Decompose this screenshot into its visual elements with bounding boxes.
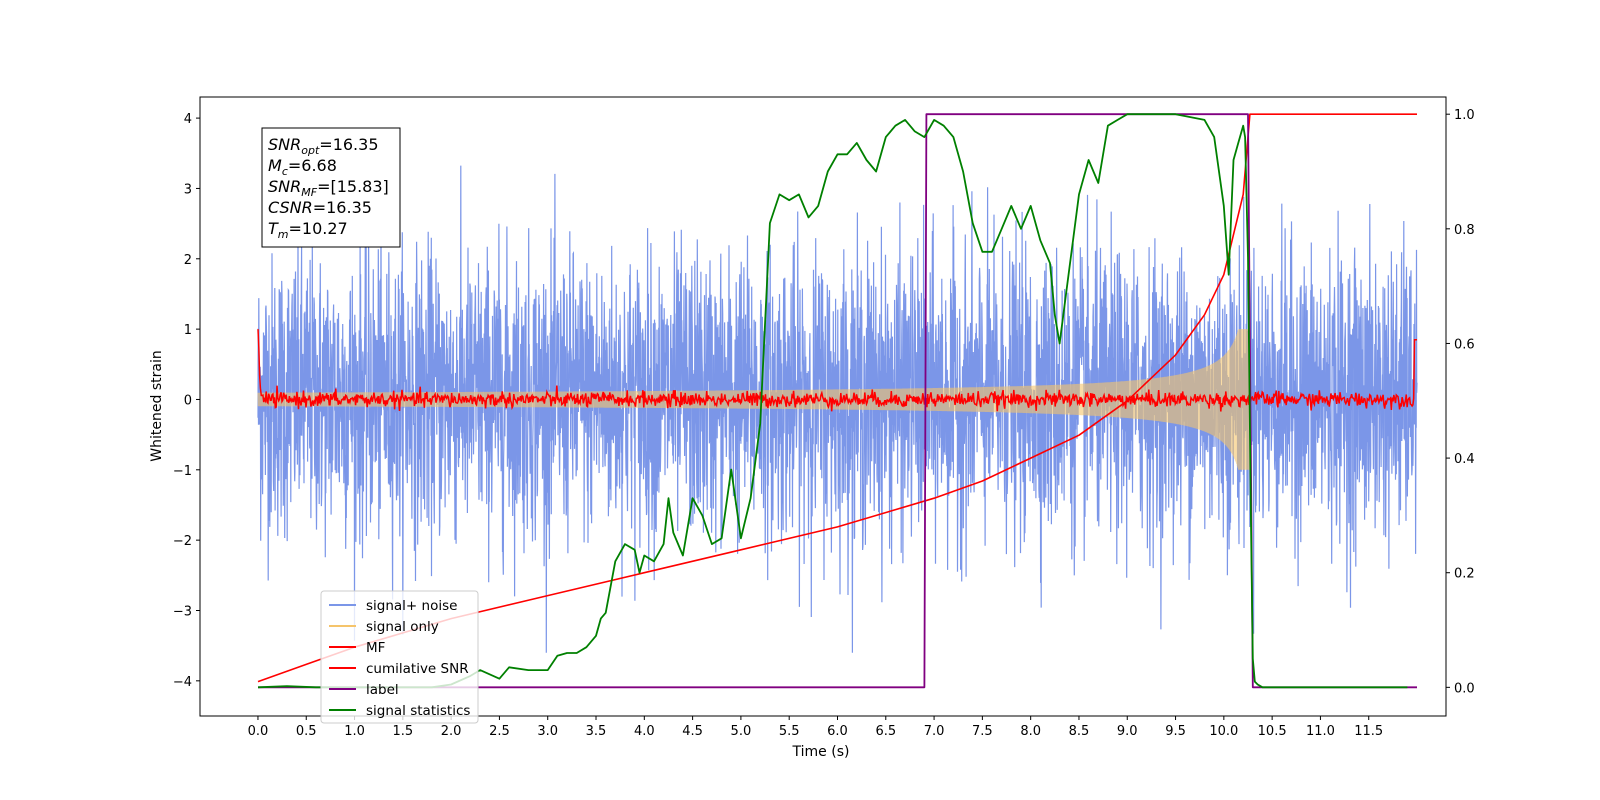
x-tick-label: 2.0 (441, 724, 462, 739)
y-axis-right: 1.0 0.8 0.6 0.4 0.2 0.0 (1446, 108, 1475, 696)
annotation-line: Tm=10.27 (268, 219, 348, 241)
x-tick-label: 9.0 (1117, 724, 1138, 739)
y-left-tick-label: 2 (184, 253, 192, 268)
legend-label: signal+ noise (366, 598, 457, 614)
x-tick-label: 1.0 (344, 724, 365, 739)
y-right-tick-label: 0.0 (1454, 681, 1475, 696)
x-tick-label: 10.0 (1209, 724, 1238, 739)
x-tick-label: 5.0 (731, 724, 752, 739)
x-tick-label: 0.5 (296, 724, 317, 739)
y-left-tick-label: −3 (173, 604, 192, 619)
y-right-tick-label: 0.6 (1454, 337, 1475, 352)
annotation-line: SNRMF=[15.83] (268, 177, 389, 199)
x-axis-label: Time (s) (792, 744, 850, 760)
x-tick-label: 7.5 (972, 724, 993, 739)
plot-frame (199, 96, 1447, 717)
x-tick-label: 8.5 (1069, 724, 1090, 739)
annotation-line: Mc=6.68 (268, 156, 337, 178)
x-tick-label: 0.0 (248, 724, 269, 739)
series-mf (257, 329, 1417, 412)
annotation-frame (261, 127, 401, 248)
y-left-tick-label: −2 (173, 534, 192, 549)
x-tick-label: 10.5 (1258, 724, 1287, 739)
y-left-tick-label: 4 (184, 112, 192, 127)
annotation-line: CSNR=16.35 (268, 198, 372, 217)
y-axis-label: Whitened strain (149, 350, 165, 461)
x-tick-label: 4.5 (682, 724, 703, 739)
y-right-tick-label: 0.8 (1454, 223, 1475, 238)
legend: signal+ noise signal only MF cumilative SNR… (320, 590, 479, 724)
legend-label: signal only (366, 619, 439, 635)
x-tick-label: 5.5 (779, 724, 800, 739)
x-tick-label: 9.5 (1165, 724, 1186, 739)
x-tick-label: 7.0 (924, 724, 945, 739)
legend-label: MF (366, 640, 385, 656)
x-tick-label: 11.5 (1354, 724, 1383, 739)
x-tick-label: 4.0 (634, 724, 655, 739)
y-right-tick-label: 1.0 (1454, 108, 1475, 123)
y-axis-left: 4 3 2 1 0 −1 −2 −3 −4 (173, 112, 200, 690)
legend-label: signal statistics (366, 703, 470, 719)
series-signal-statistics (257, 113, 1408, 689)
legend-label: cumilative SNR (366, 661, 469, 677)
x-tick-label: 6.0 (827, 724, 848, 739)
y-left-tick-label: 3 (184, 182, 192, 197)
x-tick-label: 3.0 (537, 724, 558, 739)
y-right-tick-label: 0.4 (1454, 452, 1475, 467)
y-left-tick-label: 0 (184, 393, 192, 408)
legend-label: label (366, 682, 399, 698)
legend-frame (320, 590, 479, 724)
y-left-tick-label: 1 (184, 323, 192, 338)
x-tick-label: 1.5 (392, 724, 413, 739)
y-right-tick-label: 0.2 (1454, 567, 1475, 582)
x-tick-label: 6.5 (875, 724, 896, 739)
x-tick-label: 2.5 (489, 724, 510, 739)
x-tick-label: 11.0 (1306, 724, 1335, 739)
x-axis: 0.0 0.5 1.0 1.5 2.0 2.5 3.0 3.5 4.0 4.5 5.0 5.5 6.0 6… (248, 716, 1383, 739)
y-left-tick-label: −4 (173, 675, 192, 690)
y-left-tick-label: −1 (173, 464, 192, 479)
x-tick-label: 8.0 (1020, 724, 1041, 739)
annotation-line: SNRopt=16.35 (268, 135, 379, 157)
annotation-box: SNRopt=16.35Mc=6.68SNRMF=[15.83]CSNR=16.… (261, 127, 401, 248)
x-tick-label: 3.5 (586, 724, 607, 739)
